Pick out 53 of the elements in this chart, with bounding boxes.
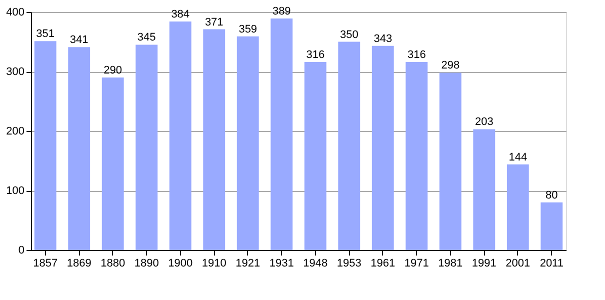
bar [169,22,192,250]
x-tick-label: 1910 [202,258,226,270]
data-label: 345 [137,32,156,44]
data-label: 341 [70,34,88,46]
data-label: 350 [340,28,358,41]
bar [406,62,428,250]
data-label: 351 [36,28,55,40]
x-tick-label: 1971 [404,258,429,270]
bar [270,18,293,250]
x-tick-label: 1948 [303,258,328,270]
bar [68,47,90,250]
x-tick-label: 1981 [438,258,463,270]
x-tick-label: 1931 [269,258,294,270]
y-tick-label: 400 [6,6,24,18]
data-label: 359 [238,23,258,36]
data-label: 371 [204,16,224,28]
data-label: 80 [546,189,558,202]
bar [136,44,158,250]
bar [338,42,360,250]
x-tick-label: 2001 [506,258,530,270]
y-tick-label: 100 [6,185,24,197]
data-label: 316 [306,48,325,61]
x-tick-label: 1869 [66,258,92,270]
x-tick-label: 1961 [370,258,396,270]
x-tick-label: 1953 [336,258,362,270]
bar [236,36,259,250]
y-tick-label: 300 [6,66,24,78]
x-tick-label: 1900 [168,258,193,270]
data-label: 343 [374,32,392,45]
data-label: 316 [407,48,426,61]
x-tick-label: 1857 [33,258,58,270]
bar [304,62,326,250]
bar [540,202,563,250]
x-tick-label: 1890 [134,258,159,270]
bar [506,164,529,250]
bar [439,72,462,250]
y-tick-label: 0 [18,244,24,256]
x-tick-label: 1921 [236,258,260,270]
bar [473,129,496,250]
x-tick-label: 1880 [100,258,126,270]
data-label: 144 [508,151,528,164]
data-label: 290 [104,64,122,76]
data-label: 384 [171,8,190,21]
x-tick-label: 1991 [472,258,496,270]
bar [372,46,394,250]
data-label: 203 [474,116,494,128]
bar [102,77,124,250]
bar [34,41,56,250]
x-tick-label: 2011 [540,258,564,270]
bar [203,29,226,250]
data-label: 298 [441,60,460,72]
data-label: 389 [272,6,291,18]
y-tick-label: 200 [6,126,24,138]
